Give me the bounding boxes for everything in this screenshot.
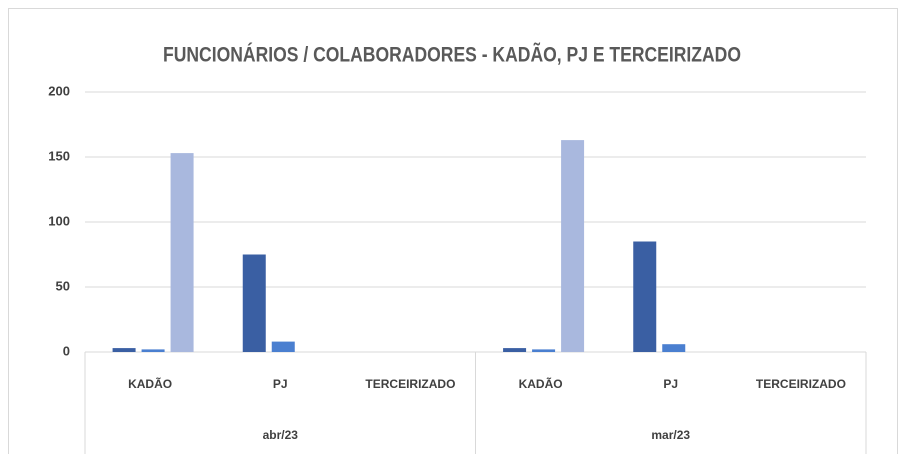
bar [561,140,585,352]
bar [662,344,686,352]
bar [633,241,657,352]
x-tick-label: KADÃO [519,376,563,391]
bar [112,348,136,352]
bar [141,349,165,352]
y-tick-label: 0 [63,343,70,358]
bar [242,254,266,352]
bar [170,153,194,352]
y-tick-label: 150 [48,148,70,163]
y-tick-label: 200 [48,83,70,98]
bar [503,348,527,352]
x-tick-label: TERCEIRIZADO [756,377,846,391]
group-label: mar/23 [651,428,690,442]
bar [532,349,556,352]
y-tick-label: 50 [56,278,70,293]
x-tick-label: PJ [663,377,678,391]
y-tick-label: 100 [48,213,70,228]
x-tick-label: PJ [273,377,288,391]
x-tick-label: TERCEIRIZADO [365,377,455,391]
bar [271,341,295,352]
group-label: abr/23 [263,428,299,442]
chart-frame [8,8,898,454]
chart-title: FUNCIONÁRIOS / COLABORADORES - KADÃO, PJ… [163,44,741,67]
x-tick-label: KADÃO [128,376,172,391]
